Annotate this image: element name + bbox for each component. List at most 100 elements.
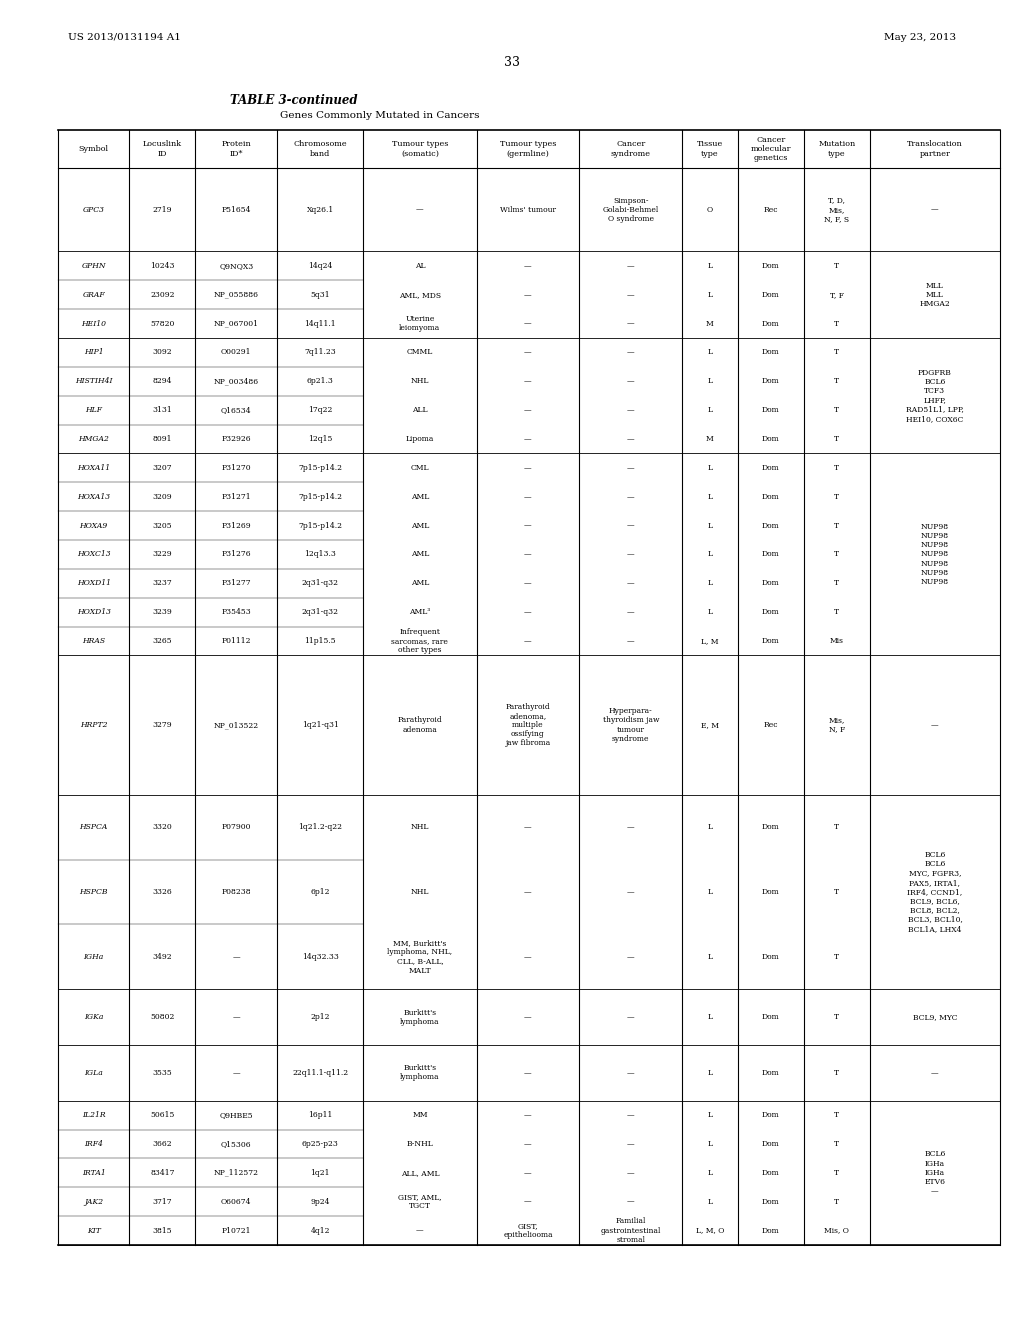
Text: Translocation
partner: Translocation partner [907, 140, 963, 157]
Text: Dom: Dom [762, 521, 779, 529]
Text: T: T [835, 348, 840, 356]
Text: 3209: 3209 [153, 492, 172, 500]
Text: AML: AML [411, 550, 429, 558]
Text: 7q11.23: 7q11.23 [304, 348, 336, 356]
Text: T: T [835, 824, 840, 832]
Text: L: L [708, 1168, 713, 1177]
Text: 3239: 3239 [153, 609, 172, 616]
Text: T, F: T, F [829, 290, 844, 298]
Text: 3662: 3662 [153, 1140, 172, 1148]
Text: 3229: 3229 [153, 550, 172, 558]
Text: L: L [708, 1197, 713, 1205]
Text: ALL: ALL [412, 407, 428, 414]
Text: —: — [524, 407, 531, 414]
Text: 14q32.33: 14q32.33 [302, 953, 339, 961]
Text: —: — [524, 1014, 531, 1022]
Text: BCL6
IGHa
IGHa
ETV6
—: BCL6 IGHa IGHa ETV6 — [925, 1151, 945, 1195]
Text: AML: AML [411, 521, 429, 529]
Text: L: L [708, 348, 713, 356]
Text: L: L [708, 1111, 713, 1119]
Text: E, M: E, M [701, 721, 719, 729]
Text: Lipoma: Lipoma [406, 436, 434, 444]
Text: P31276: P31276 [221, 550, 251, 558]
Text: 14q11.1: 14q11.1 [304, 319, 336, 327]
Text: P31271: P31271 [221, 492, 251, 500]
Text: —: — [627, 463, 635, 473]
Text: Dom: Dom [762, 638, 779, 645]
Text: 3092: 3092 [153, 348, 172, 356]
Text: 3492: 3492 [153, 953, 172, 961]
Text: IL21R: IL21R [82, 1111, 105, 1119]
Text: Tissue
type: Tissue type [696, 140, 723, 157]
Text: HRPT2: HRPT2 [80, 721, 108, 729]
Text: BCL9, MYC: BCL9, MYC [912, 1014, 957, 1022]
Text: L: L [708, 579, 713, 587]
Text: AL: AL [415, 261, 425, 269]
Text: Dom: Dom [762, 824, 779, 832]
Text: Wilms' tumour: Wilms' tumour [500, 206, 556, 214]
Text: T, D,
Mis,
N, F, S: T, D, Mis, N, F, S [824, 197, 850, 223]
Text: 3815: 3815 [153, 1226, 172, 1234]
Text: —: — [232, 953, 241, 961]
Text: 3320: 3320 [153, 824, 172, 832]
Text: 2p12: 2p12 [310, 1014, 330, 1022]
Text: Protein
ID*: Protein ID* [221, 140, 251, 157]
Text: AML: AML [411, 579, 429, 587]
Text: T: T [835, 1140, 840, 1148]
Text: NHL: NHL [411, 888, 429, 896]
Text: US 2013/0131194 A1: US 2013/0131194 A1 [68, 33, 181, 41]
Text: —: — [627, 1168, 635, 1177]
Text: —: — [524, 1168, 531, 1177]
Text: 3205: 3205 [153, 521, 172, 529]
Text: Dom: Dom [762, 550, 779, 558]
Text: —: — [627, 1140, 635, 1148]
Text: Dom: Dom [762, 609, 779, 616]
Text: L: L [708, 609, 713, 616]
Text: HSPCB: HSPCB [80, 888, 108, 896]
Text: Dom: Dom [762, 1069, 779, 1077]
Text: 50802: 50802 [151, 1014, 174, 1022]
Text: 8294: 8294 [153, 378, 172, 385]
Text: —: — [931, 1069, 939, 1077]
Text: T: T [835, 579, 840, 587]
Text: —: — [524, 290, 531, 298]
Text: —: — [524, 953, 531, 961]
Text: —: — [627, 492, 635, 500]
Text: Chromosome
band: Chromosome band [294, 140, 347, 157]
Text: 2q31-q32: 2q31-q32 [302, 579, 339, 587]
Text: HISTIH4I: HISTIH4I [75, 378, 113, 385]
Text: Dom: Dom [762, 261, 779, 269]
Text: —: — [627, 1197, 635, 1205]
Text: HEI10: HEI10 [81, 319, 106, 327]
Text: AML, MDS: AML, MDS [398, 290, 441, 298]
Text: 12q13.3: 12q13.3 [304, 550, 336, 558]
Text: HOXA11: HOXA11 [77, 463, 111, 473]
Text: Dom: Dom [762, 1197, 779, 1205]
Text: L: L [708, 1140, 713, 1148]
Text: Mutation
type: Mutation type [818, 140, 855, 157]
Text: 5q31: 5q31 [310, 290, 330, 298]
Text: T: T [835, 378, 840, 385]
Text: O60674: O60674 [221, 1197, 252, 1205]
Text: —: — [627, 348, 635, 356]
Text: HOXA9: HOXA9 [80, 521, 108, 529]
Text: Parathyroid
adenoma,
multiple
ossifying
jaw fibroma: Parathyroid adenoma, multiple ossifying … [505, 702, 551, 747]
Text: —: — [627, 407, 635, 414]
Text: Locuslink
ID: Locuslink ID [142, 140, 182, 157]
Text: Xq26.1: Xq26.1 [306, 206, 334, 214]
Text: PDGFRB
BCL6
TCF3
LHFP,
RAD51L1, LPP,
HEI10, COX6C: PDGFRB BCL6 TCF3 LHFP, RAD51L1, LPP, HEI… [906, 368, 964, 422]
Text: 7p15-p14.2: 7p15-p14.2 [298, 521, 342, 529]
Text: T: T [835, 888, 840, 896]
Text: L: L [708, 550, 713, 558]
Text: HRAS: HRAS [82, 638, 105, 645]
Text: P31269: P31269 [221, 521, 251, 529]
Text: P35453: P35453 [221, 609, 251, 616]
Text: TABLE 3-continued: TABLE 3-continued [230, 94, 357, 107]
Text: —: — [627, 1069, 635, 1077]
Text: L: L [708, 463, 713, 473]
Text: NP_067001: NP_067001 [214, 319, 259, 327]
Text: MLL
MLL
HMGA2: MLL MLL HMGA2 [920, 281, 950, 308]
Text: NP_013522: NP_013522 [214, 721, 259, 729]
Text: 6p25-p23: 6p25-p23 [302, 1140, 339, 1148]
Text: 22q11.1-q11.2: 22q11.1-q11.2 [292, 1069, 348, 1077]
